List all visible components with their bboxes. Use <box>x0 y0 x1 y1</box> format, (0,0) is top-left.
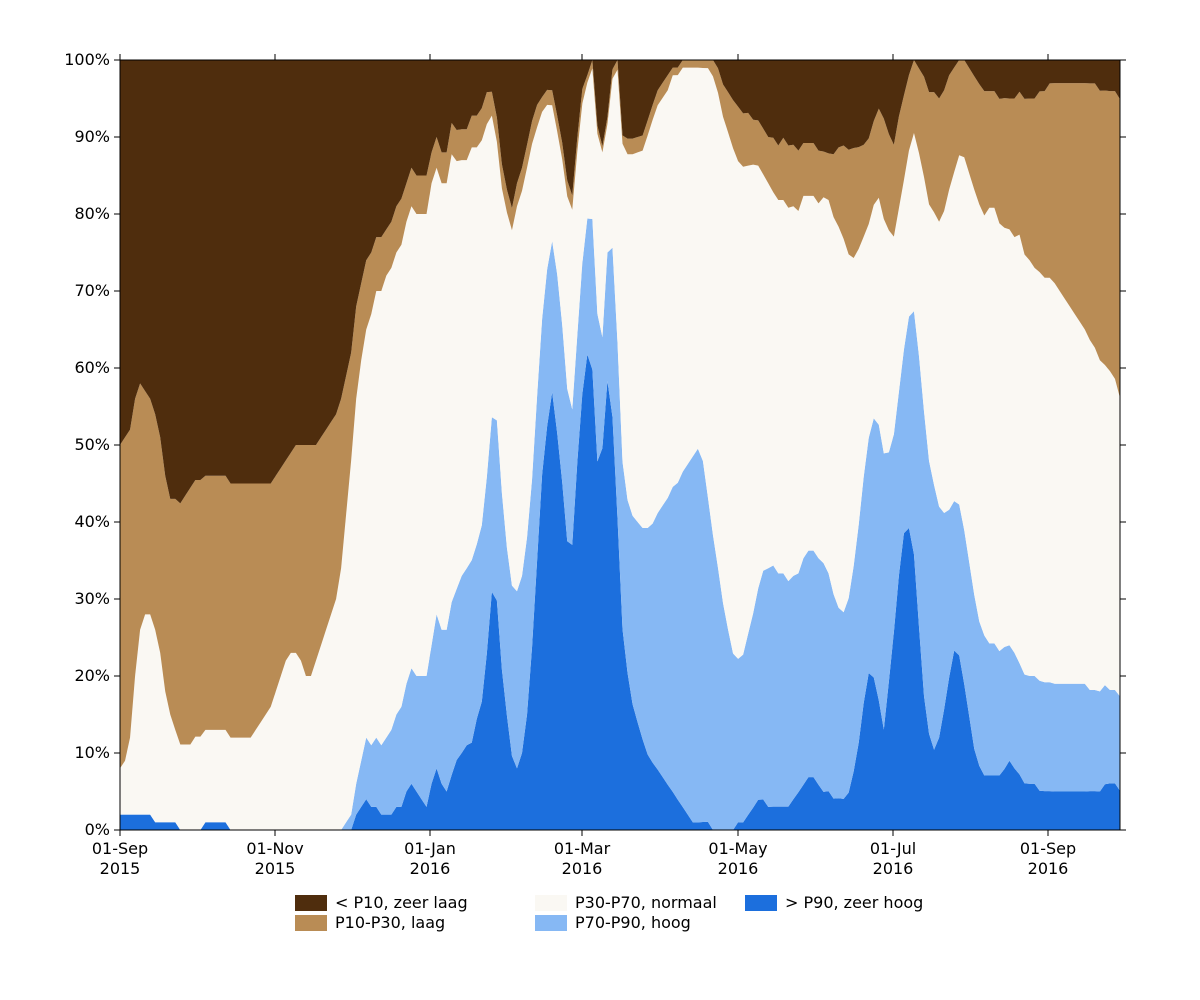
xtick-label-line2: 2016 <box>1028 859 1069 878</box>
xtick-label-line2: 2015 <box>255 859 296 878</box>
legend-label: P70-P90, hoog <box>575 913 691 932</box>
ytick-label: 30% <box>74 589 110 608</box>
ytick-label: 80% <box>74 204 110 223</box>
ytick-label: 50% <box>74 435 110 454</box>
legend-label: < P10, zeer laag <box>335 893 468 912</box>
xtick-label-line1: 01-Jul <box>870 839 916 858</box>
xtick-label-line2: 2016 <box>410 859 451 878</box>
xtick-label-line1: 01-May <box>708 839 767 858</box>
ytick-label: 10% <box>74 743 110 762</box>
ytick-label: 90% <box>74 127 110 146</box>
ytick-label: 60% <box>74 358 110 377</box>
xtick-label-line1: 01-Mar <box>554 839 611 858</box>
xtick-label-line2: 2016 <box>718 859 759 878</box>
chart-svg: 0%10%20%30%40%50%60%70%80%90%100%01-Sep2… <box>0 0 1200 1000</box>
xtick-label-line1: 01-Sep <box>1020 839 1076 858</box>
xtick-label-line2: 2015 <box>100 859 141 878</box>
stacked-areas <box>120 60 1120 830</box>
xtick-label-line2: 2016 <box>873 859 914 878</box>
xtick-label-line1: 01-Nov <box>246 839 303 858</box>
legend-swatch <box>535 895 567 911</box>
xtick-label-line1: 01-Sep <box>92 839 148 858</box>
ytick-label: 40% <box>74 512 110 531</box>
legend-swatch <box>535 915 567 931</box>
legend-swatch <box>295 895 327 911</box>
xtick-label-line2: 2016 <box>562 859 603 878</box>
legend-label: P10-P30, laag <box>335 913 445 932</box>
ytick-label: 100% <box>64 50 110 69</box>
legend-swatch <box>295 915 327 931</box>
legend-swatch <box>745 895 777 911</box>
legend-label: > P90, zeer hoog <box>785 893 923 912</box>
xtick-label-line1: 01-Jan <box>404 839 456 858</box>
stacked-area-chart: 0%10%20%30%40%50%60%70%80%90%100%01-Sep2… <box>0 0 1200 1000</box>
ytick-label: 0% <box>85 820 110 839</box>
ytick-label: 20% <box>74 666 110 685</box>
ytick-label: 70% <box>74 281 110 300</box>
legend-label: P30-P70, normaal <box>575 893 717 912</box>
